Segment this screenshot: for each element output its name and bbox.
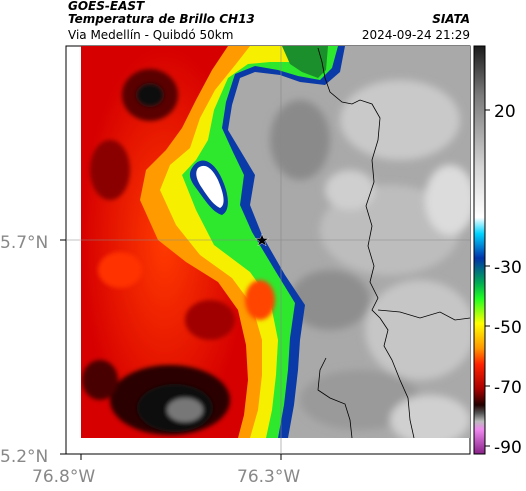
satellite-source: GOES-EAST (68, 0, 145, 13)
satellite-image (81, 46, 470, 438)
colorbar-ticks (485, 109, 490, 447)
colorbar-tick-minus-70: -70 (494, 378, 522, 398)
axis-ticks (60, 239, 282, 460)
lat-label-5-7: 5.7°N (0, 233, 48, 253)
colorbar-tick-minus-90: -90 (494, 438, 522, 458)
agency-label: SIATA (432, 12, 470, 26)
map-gridlines (66, 46, 470, 454)
colorbar-tick-20: 20 (494, 102, 516, 122)
product-title: Temperatura de Brillo CH13 (68, 12, 255, 26)
lon-label-76-3: 76.3°W (237, 467, 300, 487)
colorbar (473, 45, 486, 455)
lat-label-5-2: 5.2°N (0, 447, 48, 467)
region-subtitle: Via Medellín - Quibdó 50km (68, 28, 234, 42)
lon-label-76-8: 76.8°W (32, 467, 95, 487)
timestamp-label: 2024-09-24 21:29 (361, 28, 470, 42)
star-marker (255, 233, 269, 247)
coastline-borders (317, 47, 470, 438)
colorbar-tick-minus-50: -50 (494, 318, 522, 338)
colorbar-tick-minus-30: -30 (494, 258, 522, 278)
